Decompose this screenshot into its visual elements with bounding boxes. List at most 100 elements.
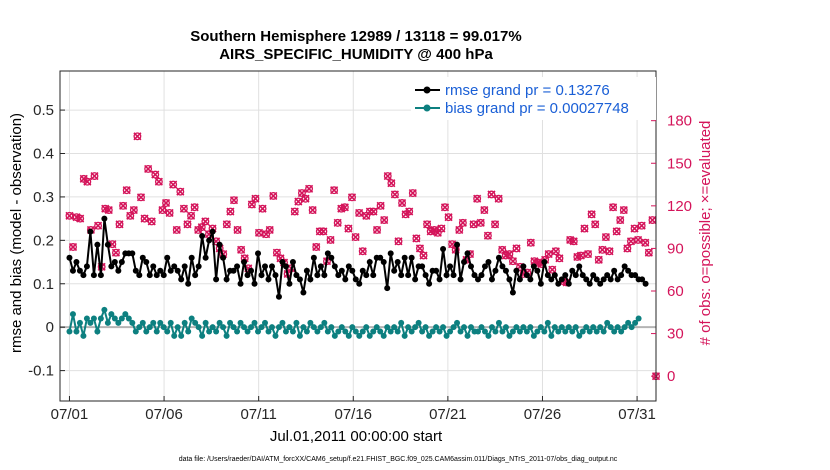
bias-point <box>387 328 394 335</box>
bias-point <box>258 324 265 331</box>
obs-possible-point <box>290 207 299 216</box>
rmse-point <box>565 280 572 287</box>
obs-evaluated-point <box>637 221 646 230</box>
x-tick-label: 07/06 <box>145 406 183 423</box>
obs-evaluated-point <box>347 193 357 202</box>
rmse-point <box>324 250 331 257</box>
bias-point <box>422 324 429 331</box>
rmse-point <box>632 272 639 279</box>
legend-bias-label: bias grand pr = 0.00027748 <box>445 100 629 117</box>
bias-point <box>310 324 317 331</box>
bias-point <box>419 328 426 335</box>
bias-point <box>516 328 523 335</box>
rmse-point <box>492 267 499 274</box>
bias-point <box>248 324 255 331</box>
obs-evaluated-point <box>340 203 349 212</box>
obs-possible-point <box>358 247 367 256</box>
obs-possible-point <box>501 251 510 260</box>
obs-evaluated-point <box>94 221 103 230</box>
obs-possible-point <box>348 193 356 202</box>
bias-point <box>454 319 461 326</box>
bias-point <box>132 328 139 335</box>
bias-point <box>237 319 244 326</box>
bias-point <box>408 328 415 335</box>
bias-point <box>244 328 251 335</box>
obs-possible-point <box>187 211 196 220</box>
rmse-point <box>251 280 258 287</box>
obs-possible-point <box>183 220 192 229</box>
rmse-point <box>618 272 625 279</box>
obs-evaluated-point <box>104 206 113 215</box>
bias-point <box>586 328 593 335</box>
bias-point <box>415 319 422 326</box>
y-tick-label: 0 <box>46 319 54 336</box>
bias-point <box>461 324 468 331</box>
rmse-point <box>199 233 206 239</box>
obs-evaluated-point <box>390 190 399 199</box>
bias-point <box>537 324 544 331</box>
rmse-point <box>611 267 618 274</box>
x-tick-label: 07/16 <box>334 406 372 423</box>
obs-possible-point <box>487 190 496 199</box>
rmse-point <box>544 272 551 279</box>
obs-possible-point <box>383 172 392 180</box>
bias-point <box>202 319 209 326</box>
obs-possible-point <box>247 200 256 209</box>
obs-evaluated-point <box>394 237 403 246</box>
obs-evaluated-point <box>258 204 267 213</box>
bias-point <box>76 319 83 326</box>
obs-evaluated-point <box>369 207 378 216</box>
legend: rmse grand pr = 0.13276 bias grand pr = … <box>411 77 656 120</box>
rmse-point <box>387 250 394 257</box>
rmse-point <box>454 241 461 248</box>
obs-possible-point <box>326 235 335 244</box>
bias-point <box>391 324 398 331</box>
bias-point <box>544 319 551 326</box>
obs-evaluated-point <box>83 177 92 186</box>
bias-point <box>426 332 433 339</box>
obs-possible-point <box>598 245 607 254</box>
obs-evaluated-point <box>444 213 453 222</box>
bias-point <box>338 324 345 331</box>
obs-possible-point <box>512 244 521 253</box>
obs-evaluated-point <box>305 184 314 193</box>
bias-point <box>495 319 502 326</box>
obs-evaluated-point <box>333 218 342 227</box>
bias-point <box>289 328 296 335</box>
obs-possible-point <box>226 207 235 216</box>
rmse-point <box>335 272 342 279</box>
rmse-point <box>600 276 607 283</box>
obs-possible-point <box>94 221 103 230</box>
bias-point <box>220 324 227 331</box>
rmse-point <box>209 228 216 235</box>
rmse-point <box>579 272 586 279</box>
obs-possible-point <box>376 201 385 210</box>
rmse-point <box>541 259 548 266</box>
obs-evaluated-point <box>612 227 621 236</box>
obs-evaluated-point <box>405 207 414 216</box>
obs-possible-point <box>619 206 628 215</box>
rmse-point <box>248 267 255 274</box>
obs-possible-point <box>405 207 414 216</box>
y2-tick-label: 60 <box>667 283 684 300</box>
bias-point <box>122 311 129 318</box>
axis-ticks: 07/01 07/06 07/11 07/16 07/21 07/26 07/31 -0.1 0… <box>28 102 692 423</box>
rmse-point <box>237 280 244 287</box>
obs-evaluated-point <box>190 203 199 212</box>
rmse-point <box>317 263 324 270</box>
obs-evaluated-point <box>251 194 260 203</box>
bias-point <box>317 324 324 331</box>
y2-tick-label: 180 <box>667 113 692 130</box>
obs-possible-point <box>398 199 407 207</box>
obs-possible-point <box>494 194 503 203</box>
bias-point <box>234 328 241 335</box>
bias-point <box>314 328 321 335</box>
obs-evaluated-point <box>544 250 553 259</box>
rmse-point <box>384 285 391 292</box>
bias-point <box>181 319 188 326</box>
rmse-point <box>150 263 157 270</box>
obs-possible-point <box>483 231 492 240</box>
rmse-point <box>412 276 419 283</box>
bias-point <box>171 332 178 339</box>
bias-point <box>572 324 579 331</box>
